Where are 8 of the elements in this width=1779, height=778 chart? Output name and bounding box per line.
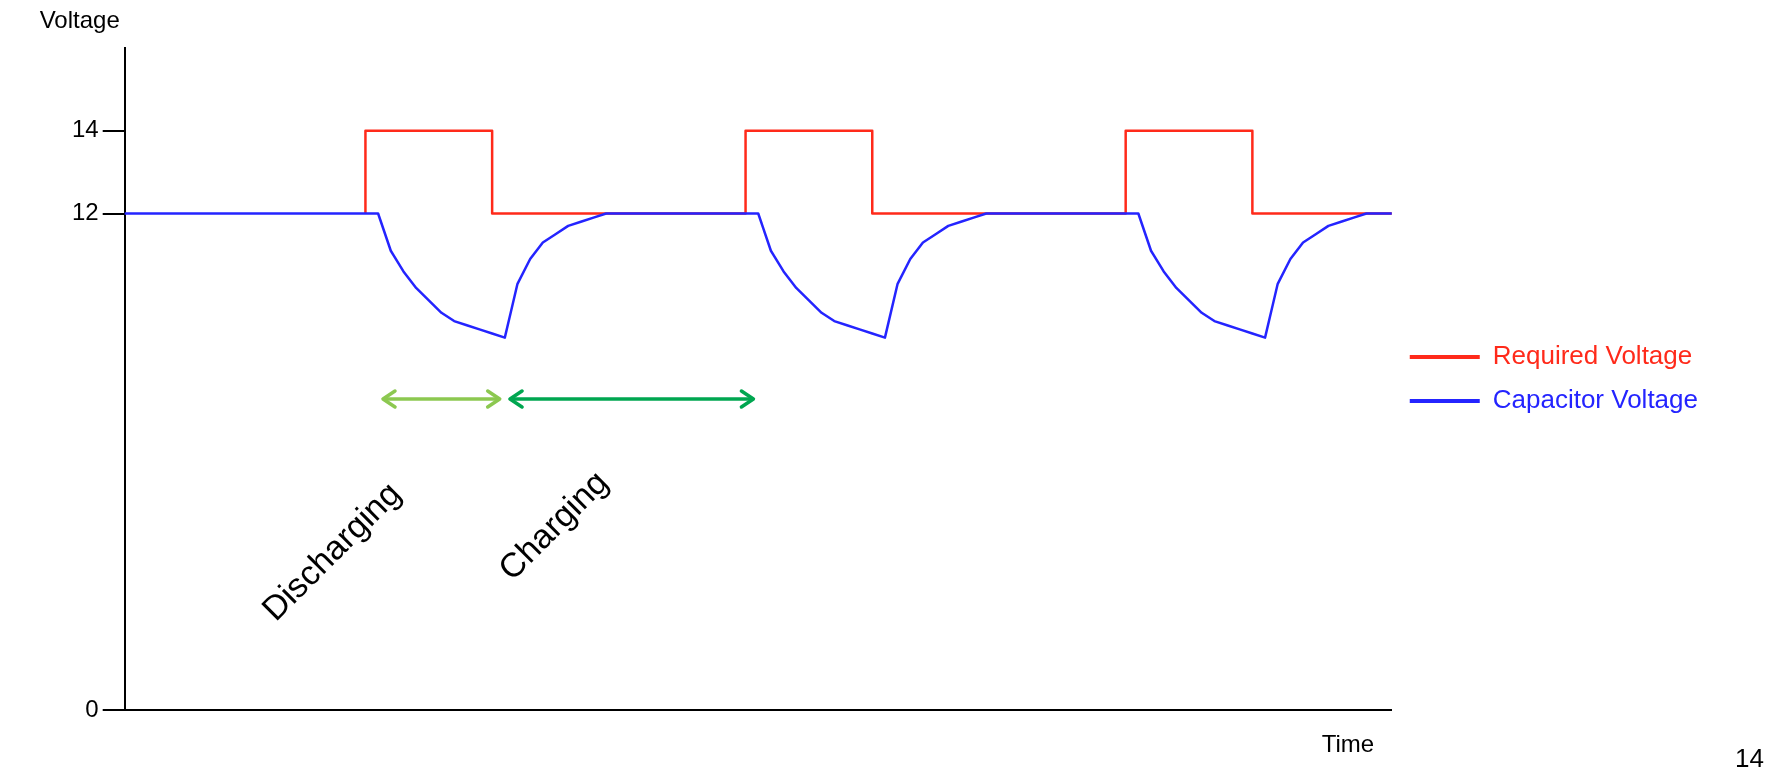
y-tick-label: 12 bbox=[71, 198, 99, 226]
legend-label: Required Voltage bbox=[1492, 340, 1693, 371]
y-tick-label: 0 bbox=[85, 694, 99, 722]
legend-label: Capacitor Voltage bbox=[1492, 384, 1698, 415]
x-axis-title: Time bbox=[1321, 730, 1375, 758]
y-tick-label: 14 bbox=[71, 115, 99, 143]
text: 14 bbox=[1735, 743, 1764, 774]
y-axis-title: Voltage bbox=[39, 6, 120, 34]
